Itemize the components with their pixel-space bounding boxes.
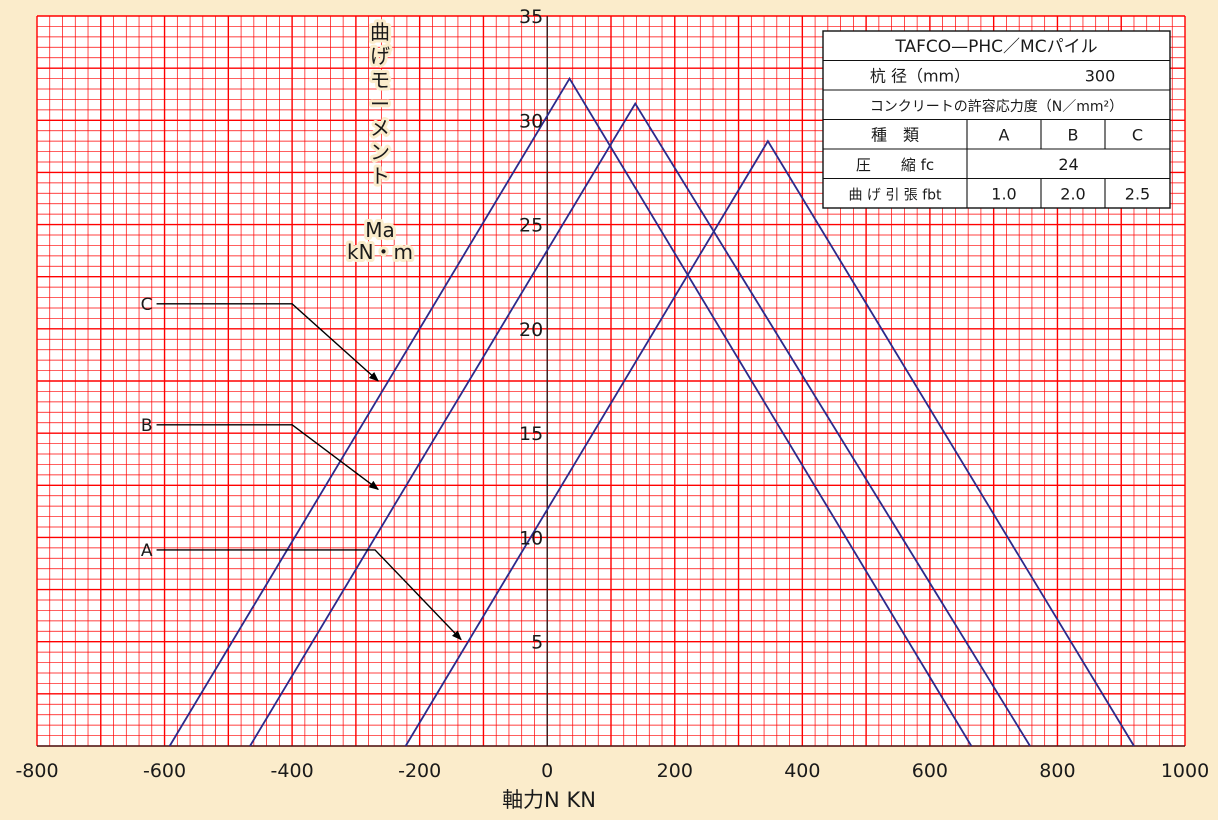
table-compression-value: 24 — [1058, 155, 1078, 174]
axes — [37, 16, 1185, 747]
y-label-halo: kN・m — [347, 240, 413, 264]
table-type-label: 種 類 — [871, 125, 919, 144]
table-type-c: C — [1132, 125, 1143, 144]
y-tick-label: 20 — [519, 319, 543, 341]
y-label-text: モ — [370, 68, 390, 92]
y-label-halo: 曲 — [370, 20, 390, 44]
series-line-a — [404, 139, 1135, 747]
x-tick-label: -200 — [398, 760, 441, 782]
y-tick-label: 30 — [519, 110, 543, 132]
y-label-halo: げ — [370, 44, 390, 68]
annotation-pointer-a — [156, 549, 462, 641]
table-bending-a: 1.0 — [991, 184, 1016, 203]
y-label-halo: ン — [370, 140, 390, 164]
y-label-halo: メ — [370, 116, 390, 140]
x-tick-label: 0 — [541, 760, 553, 782]
series-layer — [168, 76, 1135, 747]
x-tick-label: -600 — [143, 760, 186, 782]
series-line-c — [168, 76, 973, 747]
x-tick-label: -400 — [271, 760, 314, 782]
table-bending-c: 2.5 — [1125, 184, 1150, 203]
y-label-text: Ma — [365, 218, 395, 242]
y-label-halo: Ma — [365, 218, 395, 242]
y-tick-label: 5 — [531, 632, 543, 654]
y-label-halo: ト — [370, 164, 390, 188]
x-tick-label: -800 — [15, 760, 58, 782]
x-tick-label: 400 — [784, 760, 820, 782]
y-label-halo: モ — [370, 68, 390, 92]
y-label-halo: ー — [370, 92, 390, 116]
table-bending-b: 2.0 — [1060, 184, 1085, 203]
x-tick-label: 200 — [657, 760, 693, 782]
y-label-text: げ — [370, 44, 390, 68]
annotation-label-b: B — [141, 416, 153, 436]
y-tick-label: 15 — [519, 423, 543, 445]
table-allowable-stress-label: コンクリートの許容応力度（N／mm²） — [870, 98, 1123, 115]
y-tick-label: 25 — [519, 215, 543, 237]
y-label-text: ト — [370, 164, 390, 188]
y-label-text: 曲 — [370, 20, 390, 44]
x-tick-label: 600 — [912, 760, 948, 782]
annotation-label-a: A — [141, 541, 153, 561]
annotation-pointer-c — [156, 303, 379, 382]
table-title: TAFCO—PHC／MCパイル — [894, 37, 1097, 57]
y-label-text: kN・m — [347, 240, 413, 264]
y-label-text: メ — [370, 116, 390, 140]
x-tick-label: 1000 — [1161, 760, 1209, 782]
x-axis-label: 軸力N KN — [502, 788, 596, 812]
series-line-b — [249, 101, 1031, 747]
y-label-text: ー — [370, 92, 390, 116]
y-tick-label: 35 — [519, 6, 543, 28]
table-type-b: B — [1068, 125, 1079, 144]
annotation-pointer-b — [156, 424, 380, 491]
tick-labels: -800 -600 -400 -200 0 200 400 600 800 1000 5 10 15 20… — [15, 6, 1209, 782]
table-diameter-label: 杭 径（mm） — [870, 66, 970, 85]
table-diameter-value: 300 — [1085, 66, 1116, 85]
table-compression-label: 圧 縮 fc — [856, 156, 934, 174]
y-label-text: ン — [370, 140, 390, 164]
table-type-a: A — [999, 125, 1010, 144]
annotation-layer: C B A — [141, 295, 462, 641]
table-bending-tension-label: 曲 げ 引 張 fbt — [848, 187, 942, 203]
annotation-label-c: C — [141, 295, 153, 315]
x-tick-label: 800 — [1039, 760, 1075, 782]
y-tick-label: 10 — [519, 527, 543, 549]
